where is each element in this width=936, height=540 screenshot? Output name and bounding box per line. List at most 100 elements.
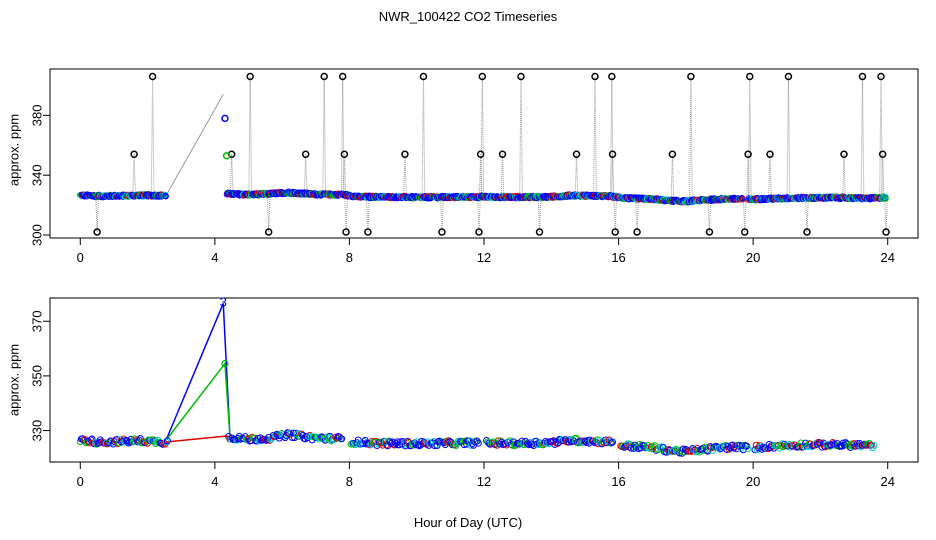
spike-line — [343, 154, 347, 195]
spike-line — [744, 199, 747, 233]
x-tick-label: 12 — [477, 474, 491, 489]
data-point — [607, 439, 615, 447]
x-tick-label: 16 — [611, 474, 625, 489]
spike-line — [404, 154, 407, 198]
spike-point — [687, 72, 695, 81]
spike-line — [880, 154, 884, 198]
spike-line — [671, 154, 675, 201]
connector-line — [165, 435, 232, 443]
spike-line — [882, 154, 885, 198]
spike-line — [441, 197, 444, 233]
point-label: 3 — [220, 295, 227, 310]
data-point — [338, 435, 346, 443]
spike-line — [478, 196, 481, 233]
spike-line — [345, 195, 348, 233]
data-point — [723, 446, 731, 454]
y-tick-label: 330 — [30, 420, 45, 442]
spike-line — [879, 76, 882, 198]
spike-point — [246, 72, 254, 81]
y-tick-label: 370 — [30, 310, 45, 332]
spike-line — [769, 154, 772, 199]
data-point — [797, 439, 805, 447]
gap-connector — [165, 94, 224, 196]
spike-line — [880, 76, 883, 198]
spike-point — [840, 150, 848, 158]
data-point — [571, 435, 579, 443]
spike-point — [301, 150, 310, 158]
spike-line — [305, 154, 308, 194]
spike-line — [440, 197, 443, 233]
data-point — [362, 440, 370, 448]
spike-point — [264, 228, 273, 236]
data-point — [289, 429, 297, 437]
spike-line — [323, 76, 327, 195]
y-tick-label: 340 — [30, 164, 45, 186]
spike-line — [787, 76, 791, 199]
spike-line — [537, 196, 541, 233]
spike-point — [338, 72, 347, 81]
spike-line — [303, 154, 307, 194]
spike-line — [266, 193, 270, 233]
data-point — [158, 439, 166, 447]
data-point — [302, 432, 310, 440]
x-tick-label: 20 — [746, 474, 760, 489]
data-point — [414, 441, 422, 449]
spike-line — [95, 195, 98, 233]
data-point — [163, 437, 171, 445]
data-point — [739, 446, 747, 454]
data-point — [125, 439, 133, 447]
spike-point — [340, 150, 349, 158]
spike-point — [535, 228, 544, 236]
x-tick-label: 12 — [477, 250, 491, 265]
x-axis-label: Hour of Day (UTC) — [414, 515, 522, 530]
y-tick-label: 350 — [30, 365, 45, 387]
spike-line — [806, 197, 809, 233]
spike-line — [133, 154, 136, 196]
spike-line — [742, 199, 746, 233]
top-panel: 0 4 8 12 16 20 24 300 340 380 approx. ppm — [7, 68, 919, 265]
spike-point — [608, 150, 617, 158]
spike-line — [689, 76, 692, 201]
spike-line — [786, 76, 789, 199]
data-point — [620, 443, 628, 451]
data-point — [882, 195, 889, 202]
spike-point — [401, 150, 409, 158]
spike-line — [861, 76, 865, 199]
spike-line — [268, 193, 271, 233]
plot-area — [76, 303, 878, 457]
spike-line — [481, 76, 485, 197]
spike-line — [842, 154, 845, 198]
spike-line — [805, 197, 808, 233]
x-tick-label: 8 — [346, 250, 353, 265]
data-point — [714, 444, 722, 452]
connector-line — [165, 361, 231, 441]
x-tick-label: 24 — [880, 250, 894, 265]
spike-line — [670, 154, 673, 201]
data-point — [90, 440, 98, 448]
data-point — [162, 193, 169, 200]
data-point — [744, 445, 752, 453]
data-point — [431, 442, 439, 450]
spike-point — [740, 228, 749, 236]
spike-point — [744, 150, 752, 158]
data-point — [687, 448, 695, 456]
spike-point — [342, 228, 350, 236]
spike-point — [572, 150, 581, 158]
plot-frame — [49, 297, 919, 463]
spike-line — [344, 195, 347, 233]
spike-point — [746, 72, 754, 81]
spike-line — [249, 76, 253, 195]
spike-line — [231, 154, 234, 195]
spike-point — [478, 72, 487, 81]
data-point — [525, 441, 533, 449]
spike-point — [608, 72, 616, 81]
data-point — [461, 437, 469, 445]
spike-point — [668, 150, 677, 158]
spike-line — [366, 196, 369, 233]
spike-line — [860, 76, 863, 199]
spike-point — [882, 228, 890, 236]
x-tick-label: 20 — [746, 250, 760, 265]
plot-area — [77, 72, 890, 236]
figure-title: NWR_100422 CO2 Timeseries — [379, 9, 558, 24]
x-tick-label: 24 — [880, 474, 894, 489]
